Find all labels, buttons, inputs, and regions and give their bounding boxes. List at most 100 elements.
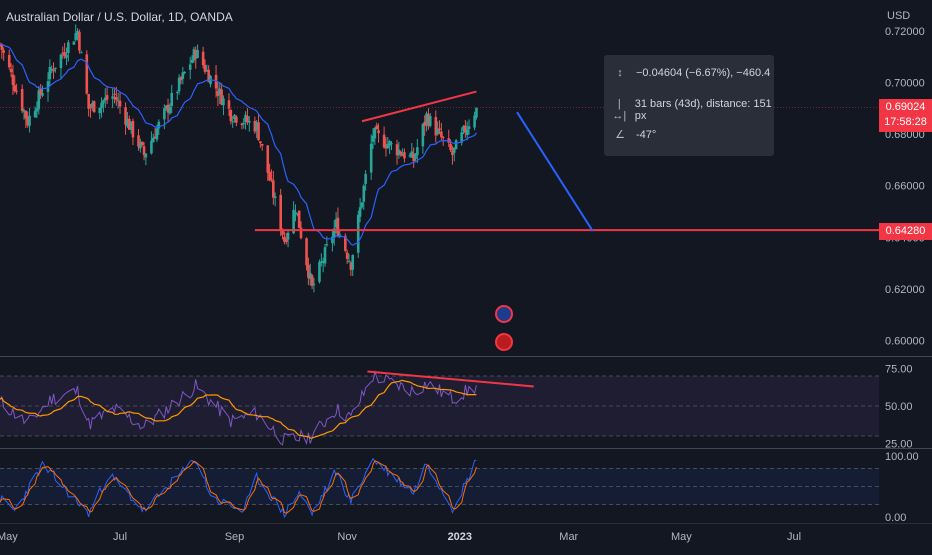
- candle-body: [46, 81, 50, 92]
- candle-body: [116, 100, 120, 102]
- hline-price-value: 0.64280: [885, 225, 926, 237]
- candle-body: [475, 107, 478, 118]
- tooltip-row-price: ↕ −0.04604 (−6.67%), −460.4: [612, 67, 770, 79]
- candle-body: [50, 68, 54, 70]
- stoch-y-tick-label: 0.00: [885, 512, 906, 524]
- rsi-line: [0, 369, 477, 446]
- x-tick-label: Jul: [113, 531, 127, 543]
- candle-body: [164, 105, 168, 109]
- candle-body: [395, 144, 399, 156]
- candle-body: [163, 108, 166, 120]
- candle-body: [414, 154, 417, 160]
- candle-body: [388, 141, 391, 146]
- candle-body: [85, 54, 89, 94]
- candle-body: [168, 106, 172, 114]
- us-flag-icon[interactable]: [495, 333, 513, 351]
- last-price-value: 0.69024: [885, 101, 926, 113]
- candle-body: [332, 228, 336, 238]
- candle-body: [127, 118, 131, 130]
- y-tick-label: 0.62000: [885, 284, 925, 296]
- candle-body: [115, 96, 118, 101]
- candle-body: [369, 143, 373, 173]
- candle-body: [188, 64, 192, 70]
- candle-body: [467, 126, 471, 130]
- ema-line: [0, 43, 477, 246]
- candle-body: [436, 128, 439, 135]
- candle-body: [382, 134, 386, 148]
- candle-body: [214, 74, 218, 89]
- y-tick-label: 0.60000: [885, 336, 925, 348]
- candle-body: [157, 121, 161, 129]
- candle-body: [218, 88, 222, 95]
- candle-body: [428, 116, 432, 126]
- tooltip-row-bars: |↔| 31 bars (43d), distance: 151 px: [612, 98, 774, 122]
- candle-body: [192, 49, 196, 61]
- candle-body: [231, 121, 234, 123]
- candle-body: [196, 49, 199, 58]
- candle-body: [113, 93, 116, 95]
- resistance-trendline: [361, 90, 477, 123]
- candle-body: [464, 125, 467, 133]
- candle-body: [310, 275, 314, 286]
- candle-body: [61, 52, 65, 54]
- candle-body: [235, 116, 238, 123]
- symbol-title[interactable]: Australian Dollar / U.S. Dollar, 1D, OAN…: [6, 10, 233, 24]
- candle-body: [126, 118, 129, 127]
- candle-body: [247, 120, 251, 123]
- candle-body: [323, 247, 327, 264]
- candle-body: [244, 114, 247, 122]
- candle-body: [272, 180, 275, 198]
- au-flag-icon[interactable]: [495, 305, 513, 323]
- candle-body: [78, 31, 81, 51]
- rsi-y-tick-label: 75.00: [885, 364, 913, 376]
- candle-body: [386, 143, 390, 149]
- candle-body: [222, 98, 225, 106]
- candle-body: [11, 74, 15, 85]
- candle-body: [151, 137, 155, 143]
- candle-body: [190, 59, 194, 63]
- y-tick-label: 0.68000: [885, 129, 925, 141]
- candle-body: [37, 90, 41, 110]
- candle-body: [0, 43, 4, 50]
- candle-body: [13, 85, 17, 92]
- candle-body: [91, 103, 94, 108]
- price-change-text: −0.04604 (−6.67%), −460.4: [636, 67, 771, 79]
- countdown-timer: 17:58:28: [884, 116, 927, 128]
- candle-body: [259, 141, 262, 144]
- candle-body: [183, 72, 186, 74]
- candle-body: [216, 91, 220, 96]
- candle-body: [67, 42, 70, 53]
- candle-body: [325, 244, 329, 246]
- candle-body: [118, 100, 122, 107]
- candle-body: [401, 154, 404, 157]
- candle-body: [268, 171, 271, 181]
- candle-body: [260, 144, 264, 146]
- candle-body: [345, 252, 349, 259]
- candle-body: [449, 143, 452, 151]
- y-tick-label: 0.66000: [885, 181, 925, 193]
- candle-body: [253, 120, 257, 132]
- last-price-tag[interactable]: 0.69024 17:58:28: [879, 99, 932, 132]
- candle-body: [318, 261, 321, 282]
- y-axis-currency: USD: [887, 10, 910, 22]
- candle-body: [15, 90, 18, 92]
- angle-text: -47°: [636, 128, 657, 141]
- candle-body: [473, 115, 476, 128]
- hline-price-tag[interactable]: 0.64280: [879, 223, 932, 240]
- candle-body: [266, 145, 270, 173]
- candle-body: [452, 147, 456, 153]
- candle-body: [59, 54, 63, 69]
- candle-body: [28, 115, 31, 126]
- rsi-divergence-line: [367, 370, 534, 388]
- candle-body: [308, 272, 312, 279]
- candle-body: [102, 100, 105, 104]
- candle-body: [375, 125, 379, 130]
- candle-body: [441, 136, 445, 138]
- candle-body: [440, 131, 443, 138]
- candle-body: [205, 69, 209, 72]
- candle-body: [462, 126, 465, 131]
- candle-body: [201, 51, 205, 66]
- candle-body: [255, 122, 258, 131]
- candle-body: [384, 145, 388, 149]
